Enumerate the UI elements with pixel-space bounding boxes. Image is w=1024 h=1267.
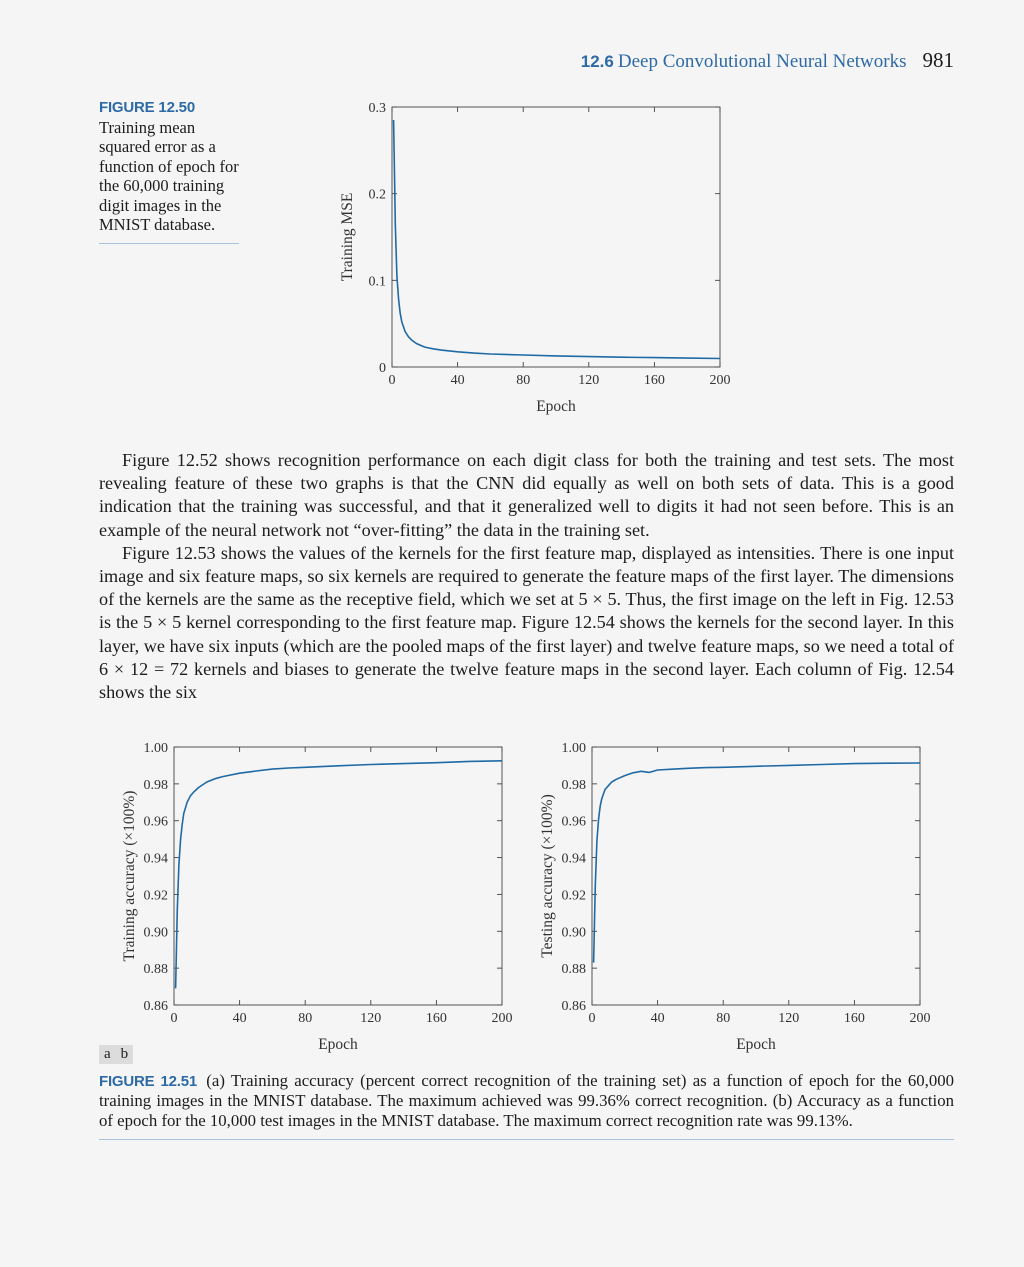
y-tick-label: 0.94: [562, 852, 587, 867]
y-tick-label: 0.86: [562, 999, 587, 1014]
y-tick-label: 0.96: [144, 815, 169, 830]
y-tick-label: 0.96: [562, 815, 587, 830]
section-title: Deep Convolutional Neural Networks: [617, 51, 907, 72]
x-tick-label: 200: [910, 1011, 931, 1026]
x-tick-label: 0: [389, 373, 396, 388]
x-tick-label: 40: [651, 1011, 665, 1026]
x-tick-label: 120: [578, 373, 599, 388]
plot-frame: [391, 106, 721, 368]
y-tick-label: 0.88: [562, 962, 587, 977]
mse-chart-svg: 0 40 80 120 160 200 0 0.1 0.2 0.3 Epoch Training MS…: [339, 101, 731, 415]
y-tick-label: 0.98: [144, 778, 169, 793]
x-tick-label: 40: [451, 373, 465, 388]
paragraph: Figure 12.52 shows recognition performan…: [99, 450, 954, 540]
y-tick-label: 1.00: [562, 741, 587, 756]
x-axis-label: Epoch: [736, 1036, 776, 1053]
x-tick-label: 80: [516, 373, 530, 388]
panel-tags: a b: [99, 1045, 134, 1064]
training-accuracy-chart: 0 40 80 120 160 200 0.86 0.88 0.90 0.92 0.94 0.96 0.…: [110, 735, 520, 1060]
x-tick-label: 200: [710, 373, 731, 388]
running-header: 12.6 Deep Convolutional Neural Networks 9…: [581, 48, 954, 73]
testing-accuracy-chart-svg: 0 40 80 120 160 200 0.86 0.88 0.90 0.92 0.94 0.96 0.…: [539, 741, 931, 1053]
series-line: [174, 760, 503, 989]
figure-12-51-caption: FIGURE 12.51 (a) Training accuracy (perc…: [99, 1071, 954, 1140]
y-tick-label: 0.92: [144, 888, 169, 903]
y-tick-label: 0.2: [369, 188, 387, 203]
plot-frame: [591, 746, 921, 1006]
x-tick-label: 0: [589, 1011, 596, 1026]
y-axis-label: Training accuracy (×100%): [121, 791, 138, 962]
panel-tag-b: b: [115, 1045, 134, 1064]
series-line: [392, 119, 721, 360]
body-text: Figure 12.52 shows recognition performan…: [99, 449, 954, 704]
panel-tag-a: a: [99, 1045, 116, 1064]
y-axis-label: Testing accuracy (×100%): [539, 794, 556, 957]
section-heading: 12.6 Deep Convolutional Neural Networks: [581, 51, 907, 73]
y-tick-label: 0.98: [562, 778, 587, 793]
section-number: 12.6: [580, 52, 614, 71]
figure-label: FIGURE 12.51: [99, 1073, 198, 1090]
y-tick-label: 0.1: [369, 274, 387, 289]
y-tick-label: 0.86: [144, 999, 169, 1014]
y-tick-label: 1.00: [144, 741, 169, 756]
x-axis-label: Epoch: [536, 398, 576, 415]
figure-caption-text: (a) Training accuracy (percent correct r…: [99, 1071, 954, 1130]
y-tick-label: 0.3: [369, 101, 387, 116]
x-tick-label: 80: [716, 1011, 730, 1026]
testing-accuracy-chart: 0 40 80 120 160 200 0.86 0.88 0.90 0.92 0.94 0.96 0.…: [528, 735, 938, 1060]
x-tick-label: 80: [298, 1011, 312, 1026]
paragraph: Figure 12.53 shows the values of the ker…: [99, 542, 954, 703]
y-tick-label: 0.90: [144, 925, 169, 940]
figure-12-50-caption: FIGURE 12.50 Training mean squared error…: [99, 98, 239, 244]
x-tick-label: 160: [644, 373, 665, 388]
x-tick-label: 200: [492, 1011, 513, 1026]
x-tick-label: 160: [844, 1011, 865, 1026]
mse-chart: 0 40 80 120 160 200 0 0.1 0.2 0.3 Epoch Training MS…: [330, 95, 740, 425]
figure-caption-text: Training mean squared error as a functio…: [99, 117, 239, 235]
x-tick-label: 120: [360, 1011, 381, 1026]
y-tick-label: 0.90: [562, 925, 587, 940]
series-line: [592, 762, 921, 963]
y-axis-label: Training MSE: [339, 193, 356, 282]
x-tick-label: 160: [426, 1011, 447, 1026]
y-tick-label: 0.94: [144, 852, 169, 867]
y-tick-label: 0.88: [144, 962, 169, 977]
y-tick-label: 0: [379, 361, 386, 376]
figure-label: FIGURE 12.50: [99, 99, 195, 116]
x-tick-label: 40: [233, 1011, 247, 1026]
x-tick-label: 120: [778, 1011, 799, 1026]
page-number: 981: [922, 48, 955, 72]
x-axis-label: Epoch: [318, 1036, 358, 1053]
plot-frame: [173, 746, 503, 1006]
y-tick-label: 0.92: [562, 888, 587, 903]
x-tick-label: 0: [171, 1011, 178, 1026]
training-accuracy-chart-svg: 0 40 80 120 160 200 0.86 0.88 0.90 0.92 0.94 0.96 0.…: [121, 741, 513, 1053]
